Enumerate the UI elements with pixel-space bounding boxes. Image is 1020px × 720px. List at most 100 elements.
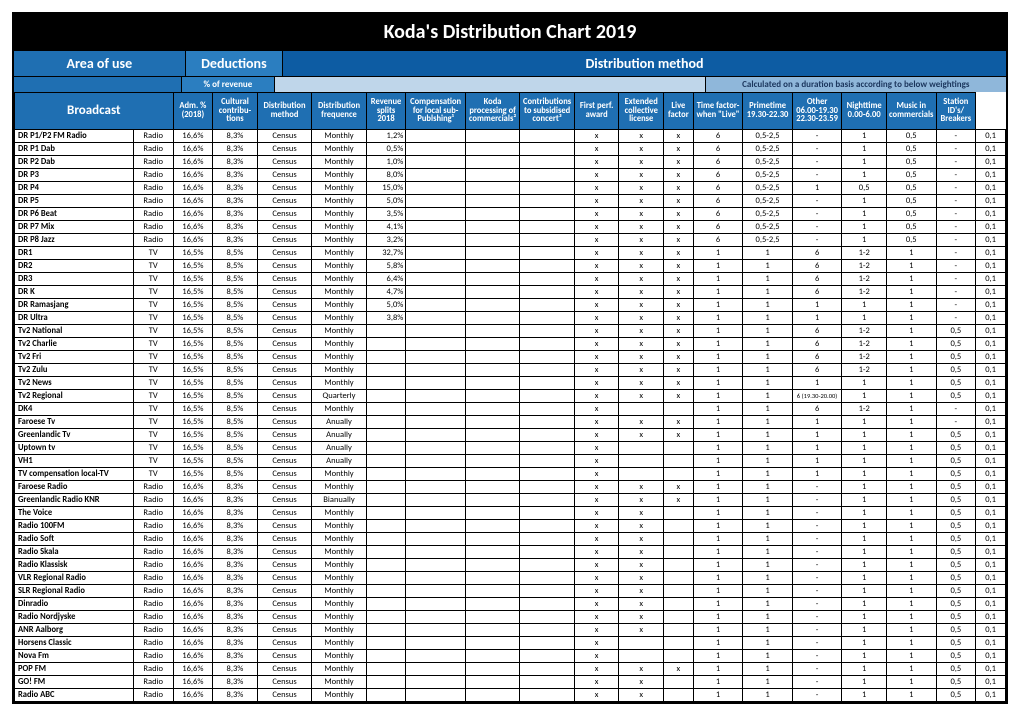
table-row: The VoiceRadio16,6%8,3%CensusMonthlyxx11…: [15, 507, 1006, 520]
cell: TV: [133, 468, 173, 481]
cell: x: [619, 312, 664, 325]
cell: VLR Regional Radio: [15, 572, 134, 585]
cell: Monthly: [312, 637, 367, 650]
cell: 1: [886, 299, 936, 312]
cell: 1: [792, 182, 842, 195]
cell: Anually: [312, 416, 367, 429]
cell: Census: [257, 520, 312, 533]
cell: 8,3%: [213, 689, 258, 702]
cell: 0,1: [976, 364, 1006, 377]
cell: 0,5: [886, 234, 936, 247]
cell: [406, 221, 465, 234]
cell: [520, 143, 575, 156]
cell: 6: [693, 156, 743, 169]
cell: x: [574, 247, 619, 260]
cell: 0,1: [976, 624, 1006, 637]
cell: [366, 507, 406, 520]
cell: 1-2: [842, 325, 887, 338]
cell: Monthly: [312, 182, 367, 195]
cell: 1: [886, 377, 936, 390]
cell: 1: [886, 637, 936, 650]
cell: Monthly: [312, 338, 367, 351]
distribution-chart-sheet: Koda's Distribution Chart 2019 Area of u…: [12, 12, 1008, 704]
cell: 8,5%: [213, 442, 258, 455]
cell: x: [574, 260, 619, 273]
cell: -: [936, 403, 976, 416]
cell: 4,1%: [366, 221, 406, 234]
cell: x: [619, 585, 664, 598]
cell: [465, 156, 520, 169]
cell: 1-2: [842, 403, 887, 416]
cell: x: [574, 481, 619, 494]
cell: [465, 442, 520, 455]
cell: 1: [743, 637, 793, 650]
cell: 0,5: [936, 468, 976, 481]
cell: Census: [257, 221, 312, 234]
cell: 8,5%: [213, 364, 258, 377]
cell: x: [574, 520, 619, 533]
cell: [406, 598, 465, 611]
cell: x: [574, 585, 619, 598]
cell: Radio Klassisk: [15, 559, 134, 572]
cell: 0,1: [976, 377, 1006, 390]
cell: 1: [842, 195, 887, 208]
cell: -: [792, 624, 842, 637]
cell: 1: [792, 299, 842, 312]
cell: 16,6%: [173, 520, 213, 533]
cell: 16,6%: [173, 507, 213, 520]
cell: 1: [842, 585, 887, 598]
cell: [465, 299, 520, 312]
cell: TV compensation local-TV: [15, 468, 134, 481]
cell: Radio: [133, 676, 173, 689]
cell: [619, 637, 664, 650]
cell: 1: [842, 624, 887, 637]
cell: 1: [693, 429, 743, 442]
col-cont: Contributions to subsidised concert³: [520, 93, 575, 130]
cell: [465, 533, 520, 546]
table-row: Nova FmRadio16,6%8,3%CensusMonthlyx11-11…: [15, 650, 1006, 663]
cell: 1: [693, 442, 743, 455]
sheet-title: Koda's Distribution Chart 2019: [14, 14, 1006, 50]
cell: 8,3%: [213, 533, 258, 546]
cell: 1: [792, 416, 842, 429]
cell: [465, 637, 520, 650]
table-row: DinradioRadio16,6%8,3%CensusMonthlyxx11-…: [15, 598, 1006, 611]
cell: 1: [842, 676, 887, 689]
cell: 32,7%: [366, 247, 406, 260]
cell: Census: [257, 364, 312, 377]
cell: x: [619, 624, 664, 637]
cell: [406, 403, 465, 416]
cell: [366, 494, 406, 507]
table-row: Faroese TvTV16,5%8,5%CensusAnuallyxxx111…: [15, 416, 1006, 429]
cell: [664, 455, 694, 468]
cell: Census: [257, 325, 312, 338]
table-row: DR3TV16,5%8,5%CensusMonthly6,4%xxx1161-2…: [15, 273, 1006, 286]
cell: 0,5: [886, 208, 936, 221]
cell: 1: [743, 572, 793, 585]
cell: 1: [743, 299, 793, 312]
cell: 1: [886, 559, 936, 572]
cell: DR K: [15, 286, 134, 299]
cell: x: [619, 390, 664, 403]
cell: 6: [693, 130, 743, 143]
cell: x: [574, 234, 619, 247]
cell: Monthly: [312, 403, 367, 416]
cell: x: [619, 676, 664, 689]
cell: 1: [886, 429, 936, 442]
cell: TV: [133, 260, 173, 273]
cell: 0,1: [976, 507, 1006, 520]
cell: Greenlandic Tv: [15, 429, 134, 442]
cell: 16,5%: [173, 312, 213, 325]
cell: 1: [886, 364, 936, 377]
cell: Census: [257, 182, 312, 195]
cell: 16,6%: [173, 637, 213, 650]
cell: 1: [693, 351, 743, 364]
cell: x: [664, 312, 694, 325]
cell: -: [936, 221, 976, 234]
table-row: DR2TV16,5%8,5%CensusMonthly5,8%xxx1161-2…: [15, 260, 1006, 273]
col-fp: First perf. award: [574, 93, 619, 130]
cell: 1: [842, 130, 887, 143]
cell: 0,5: [936, 559, 976, 572]
cell: 1: [842, 598, 887, 611]
cell: 1: [693, 585, 743, 598]
